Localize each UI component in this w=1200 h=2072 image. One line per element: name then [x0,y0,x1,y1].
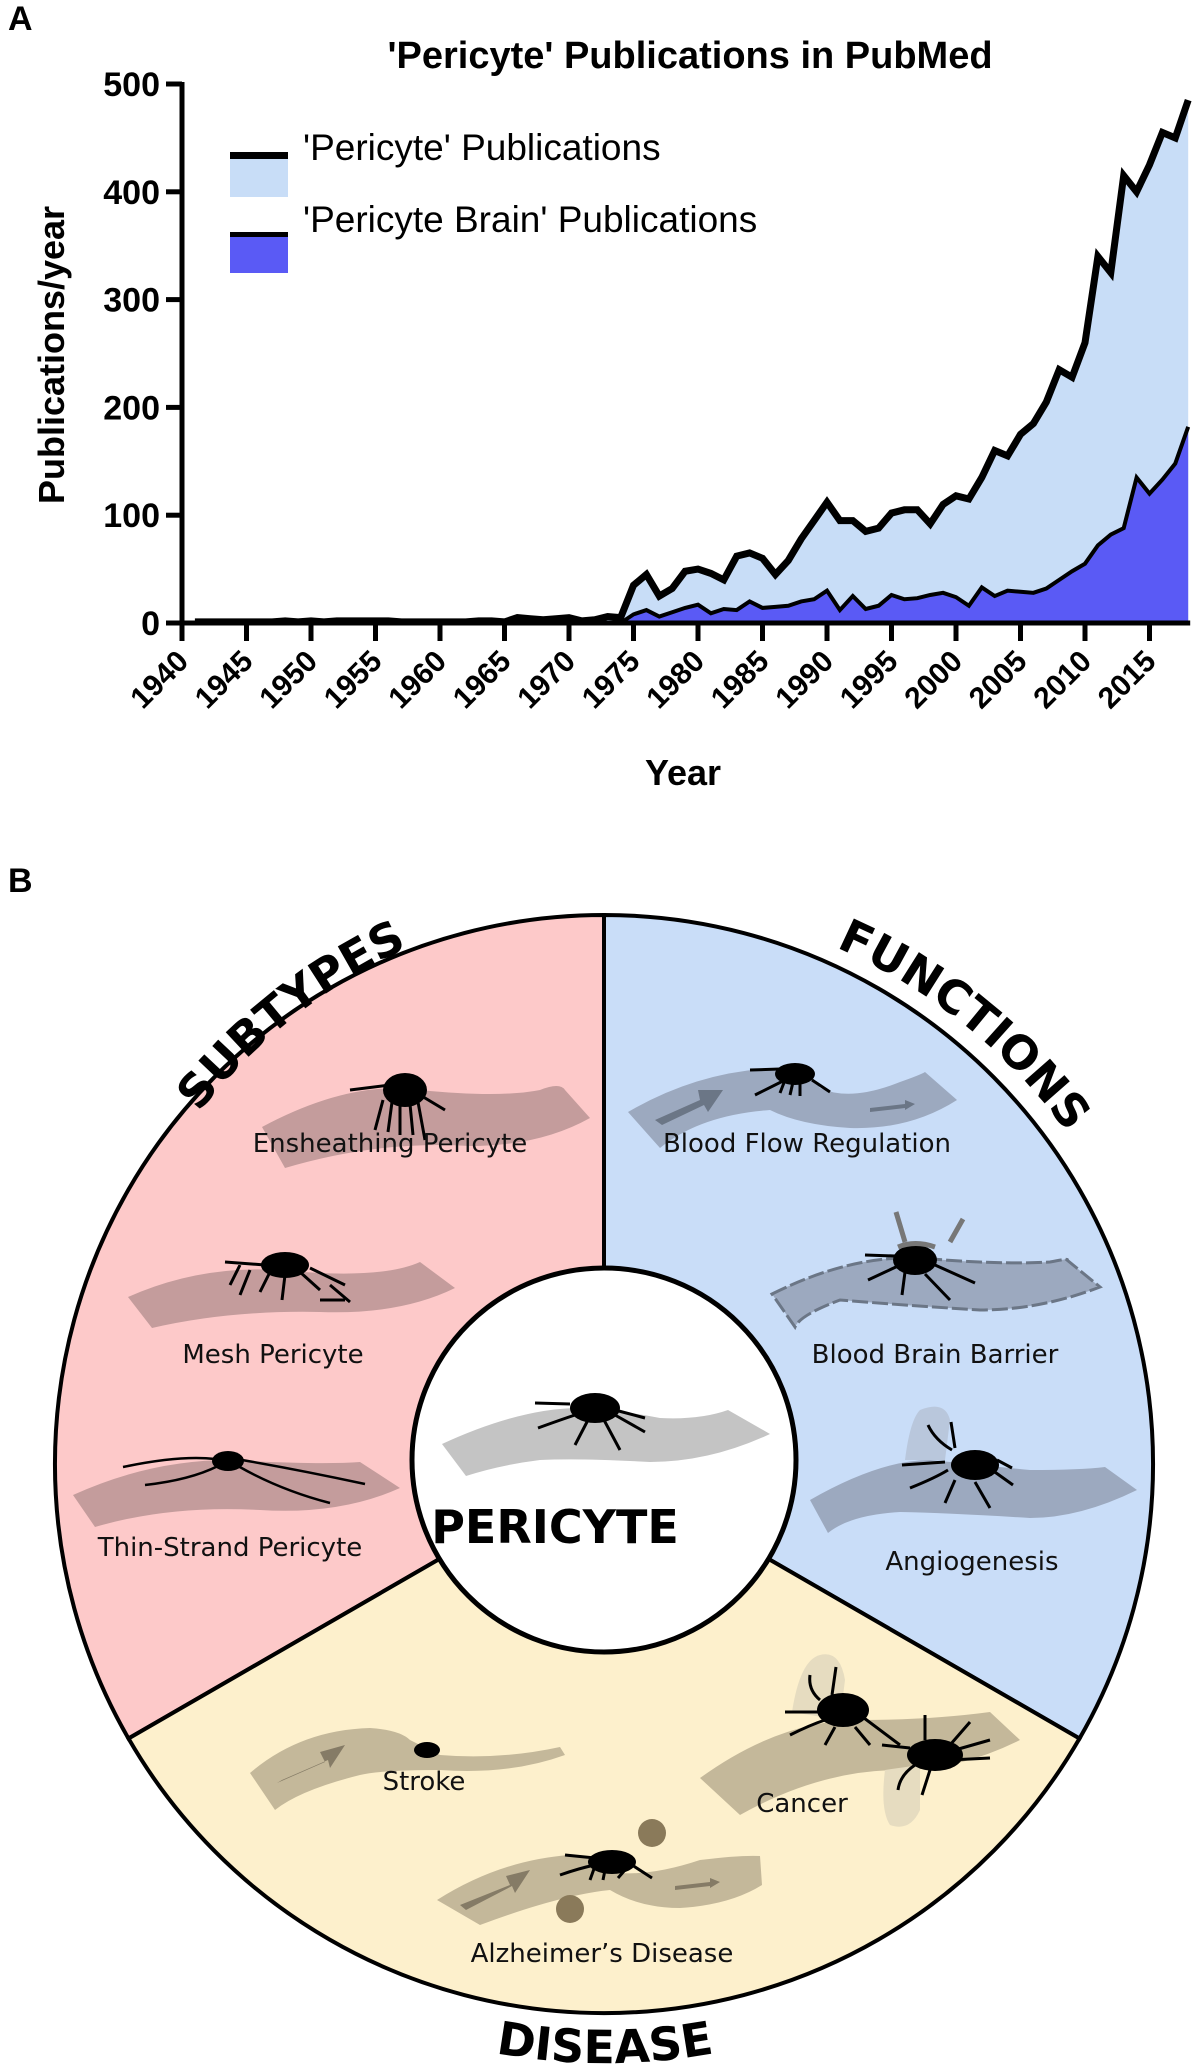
function-label-bbb: Blood Brain Barrier [812,1340,1059,1370]
function-label-blood-flow: Blood Flow Regulation [663,1129,951,1159]
y-tick-label: 400 [103,174,160,212]
segment-disease [125,1461,1083,2016]
chart-title: 'Pericyte' Publications in PubMed [387,35,992,77]
disease-label-cancer: Cancer [756,1789,848,1819]
y-axis: 0 100 200 300 400 500 [103,66,185,643]
publications-area-chart: 'Pericyte' Publications in PubMed 'Peric… [31,35,1192,793]
subtype-label-ensheathing: Ensheathing Pericyte [253,1129,528,1159]
alzheimers-illustration [437,1819,762,1925]
disease-label-stroke: Stroke [383,1767,466,1797]
amyloid-plaque-icon [638,1819,666,1847]
legend-label-pericyte: 'Pericyte' Publications [303,127,661,168]
y-tick-label: 500 [103,66,160,104]
y-tick-label: 300 [103,282,160,320]
angiogenesis-illustration [810,1406,1137,1533]
legend-item-pericyte: 'Pericyte' Publications [230,127,661,197]
function-label-angiogenesis: Angiogenesis [885,1547,1058,1577]
cancer-illustration [700,1654,1020,1827]
segment-title-disease: DISEASE [494,2011,716,2072]
blood-brain-barrier-illustration [769,1211,1103,1331]
mesh-pericyte-illustration [128,1252,455,1328]
thin-strand-pericyte-illustration [73,1451,400,1527]
area-pericyte-brain [194,426,1189,623]
subtype-label-thin-strand: Thin-Strand Pericyte [97,1533,363,1563]
flow-arrow-icon [277,1745,345,1783]
blood-flow-regulation-illustration [628,1063,957,1148]
x-axis-label: Year [645,752,721,793]
disease-label-alzheimers: Alzheimer’s Disease [471,1939,734,1969]
y-tick-label: 200 [103,389,160,427]
flow-arrow-icon [460,1870,530,1910]
legend-label-pericyte-brain: 'Pericyte Brain' Publications [303,199,757,240]
ensheathing-pericyte-illustration [262,1073,590,1168]
chart-legend: 'Pericyte' Publications 'Pericyte Brain'… [230,127,757,273]
stroke-illustration [250,1728,565,1810]
pericyte-center-illustration [442,1393,770,1476]
flow-arrow-small-icon [675,1878,720,1890]
legend-item-pericyte-brain: 'Pericyte Brain' Publications [230,199,757,273]
y-tick-label: 0 [141,605,160,643]
y-axis-label: Publications/year [31,206,72,504]
y-tick-label: 100 [103,497,160,535]
center-circle [409,1265,799,1655]
center-label: PERICYTE [431,1500,679,1554]
panel-a-letter: A [8,0,33,38]
subtype-label-mesh: Mesh Pericyte [182,1340,363,1370]
cell-body-icon [383,1073,427,1107]
amyloid-plaque-icon [556,1895,584,1923]
flow-arrow-icon [655,1090,723,1125]
flow-arrow-small-icon [870,1100,915,1112]
panel-b-letter: B [8,862,33,900]
